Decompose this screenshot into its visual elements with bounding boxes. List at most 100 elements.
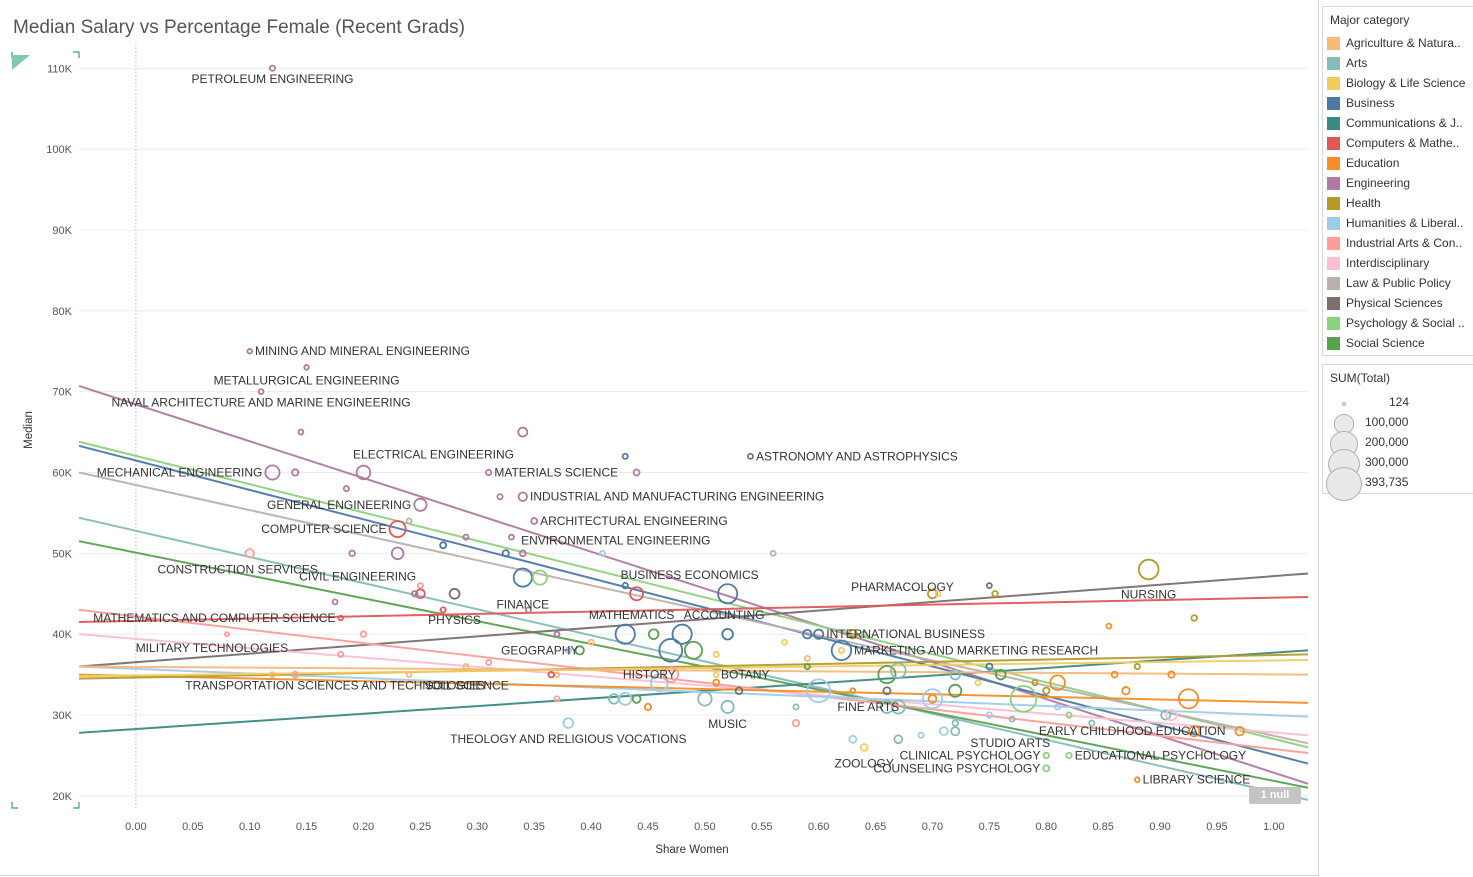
legend-item[interactable]: Education <box>1323 153 1473 173</box>
data-point[interactable] <box>462 663 470 671</box>
legend-item[interactable]: Communications & J.. <box>1323 113 1473 133</box>
data-point[interactable] <box>631 694 642 704</box>
data-point[interactable] <box>985 711 994 719</box>
data-point[interactable] <box>647 628 660 640</box>
data-point[interactable] <box>684 640 703 660</box>
data-point[interactable] <box>359 630 368 638</box>
data-point[interactable] <box>501 549 510 558</box>
data-point[interactable] <box>949 668 961 681</box>
data-point[interactable] <box>927 694 938 704</box>
data-point[interactable] <box>882 686 892 696</box>
data-point[interactable] <box>712 650 720 658</box>
data-point[interactable] <box>927 588 938 600</box>
data-point[interactable] <box>974 679 982 687</box>
data-point[interactable] <box>658 638 684 663</box>
data-point[interactable] <box>921 688 944 710</box>
data-point[interactable] <box>599 549 606 557</box>
data-point[interactable] <box>847 629 858 640</box>
data-point[interactable] <box>712 671 720 678</box>
legend-item[interactable]: Psychology & Social .. <box>1323 313 1473 333</box>
data-point[interactable] <box>1188 725 1201 738</box>
data-point[interactable] <box>342 485 350 493</box>
data-point[interactable] <box>1110 670 1119 679</box>
data-point[interactable] <box>734 686 744 696</box>
data-point[interactable] <box>1009 685 1038 713</box>
data-point[interactable] <box>614 623 636 645</box>
data-point[interactable] <box>1049 674 1066 691</box>
data-point[interactable] <box>939 726 949 737</box>
data-point[interactable] <box>618 691 633 706</box>
data-point[interactable] <box>1177 688 1200 710</box>
data-point[interactable] <box>439 606 447 614</box>
data-point[interactable] <box>518 549 527 558</box>
data-point[interactable] <box>264 464 281 481</box>
data-point[interactable] <box>337 614 344 622</box>
data-point[interactable] <box>331 598 339 606</box>
data-point[interactable] <box>291 468 300 477</box>
legend-item[interactable]: Arts <box>1323 53 1473 73</box>
data-point[interactable] <box>848 734 858 744</box>
data-point[interactable] <box>879 699 894 714</box>
data-point[interactable] <box>1031 679 1039 687</box>
data-point[interactable] <box>813 628 825 640</box>
data-point[interactable] <box>1054 703 1062 711</box>
data-point[interactable] <box>1167 670 1176 679</box>
data-point[interactable] <box>621 452 629 460</box>
data-point[interactable] <box>496 493 504 501</box>
data-point[interactable] <box>1121 686 1131 696</box>
data-point[interactable] <box>462 533 470 541</box>
data-point[interactable] <box>1042 751 1050 760</box>
data-point[interactable] <box>411 590 419 598</box>
data-point[interactable] <box>769 549 777 557</box>
data-point[interactable] <box>621 582 629 590</box>
data-point[interactable] <box>1160 709 1172 721</box>
data-point[interactable] <box>337 650 345 658</box>
data-point[interactable] <box>564 646 572 654</box>
data-point[interactable] <box>802 629 813 640</box>
data-point[interactable] <box>717 583 739 605</box>
data-point[interactable] <box>1234 726 1245 737</box>
data-point[interactable] <box>1137 558 1160 581</box>
data-point[interactable] <box>803 654 811 662</box>
data-point[interactable] <box>860 630 868 638</box>
data-point[interactable] <box>517 491 528 502</box>
data-point[interactable] <box>244 548 255 559</box>
data-point[interactable] <box>629 586 645 602</box>
data-point[interactable] <box>297 428 305 436</box>
legend-item[interactable]: Business <box>1323 93 1473 113</box>
data-point[interactable] <box>246 348 253 355</box>
data-point[interactable] <box>662 666 679 683</box>
data-point[interactable] <box>806 678 831 704</box>
data-point[interactable] <box>791 719 800 728</box>
data-point[interactable] <box>1165 708 1178 722</box>
data-point[interactable] <box>1008 715 1016 723</box>
data-point[interactable] <box>415 588 426 600</box>
data-point[interactable] <box>587 638 595 646</box>
legend-item[interactable]: Humanities & Liberal.. <box>1323 213 1473 233</box>
data-point[interactable] <box>1105 622 1113 630</box>
data-point[interactable] <box>697 691 713 707</box>
data-point[interactable] <box>268 64 277 72</box>
data-point[interactable] <box>525 606 532 614</box>
data-point[interactable] <box>553 695 561 703</box>
data-point[interactable] <box>890 662 907 679</box>
data-point[interactable] <box>985 662 994 671</box>
data-point[interactable] <box>553 630 561 638</box>
data-point[interactable] <box>608 693 620 705</box>
data-point[interactable] <box>303 364 310 371</box>
legend-item[interactable]: Health <box>1323 193 1473 213</box>
legend-item[interactable]: Social Science <box>1323 333 1473 353</box>
data-point[interactable] <box>1133 663 1141 671</box>
data-point[interactable] <box>547 670 555 679</box>
data-point[interactable] <box>991 590 999 598</box>
data-point[interactable] <box>355 464 372 481</box>
data-point[interactable] <box>405 517 413 525</box>
data-point[interactable] <box>995 668 1007 681</box>
data-point[interactable] <box>948 683 963 698</box>
data-point[interactable] <box>291 670 300 679</box>
data-point[interactable] <box>917 731 925 739</box>
data-point[interactable] <box>830 639 853 661</box>
data-point[interactable] <box>416 582 424 590</box>
legend-item[interactable]: Agriculture & Natura.. <box>1323 33 1473 53</box>
